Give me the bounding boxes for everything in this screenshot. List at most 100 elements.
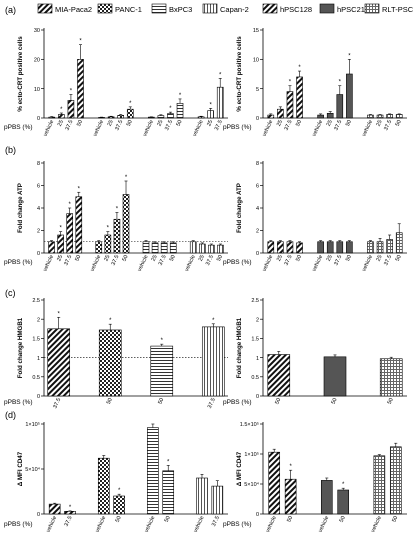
significance-star: * bbox=[167, 459, 170, 465]
significance-star: * bbox=[109, 318, 112, 324]
bar bbox=[296, 242, 303, 254]
y-tick-label: 10 bbox=[253, 58, 259, 64]
significance-star: * bbox=[70, 89, 73, 95]
x-tick-label: vehicle bbox=[192, 119, 205, 137]
y-tick-label: 4 bbox=[37, 206, 40, 212]
x-tick-label: 50 bbox=[345, 119, 353, 127]
bar bbox=[267, 114, 275, 119]
legend-swatch-rlt-psc bbox=[364, 3, 380, 14]
significance-star: * bbox=[348, 53, 351, 59]
significance-star: * bbox=[219, 72, 222, 78]
y-tick-label: 15 bbox=[253, 28, 259, 34]
significance-star: * bbox=[69, 505, 72, 511]
legend-right: hPSC128 hPSC21 RLT-PSC bbox=[262, 3, 414, 14]
bar bbox=[189, 241, 197, 254]
bar bbox=[267, 241, 275, 254]
x-tick-label: 25 bbox=[151, 254, 159, 262]
y-tick-label: 0 bbox=[256, 116, 259, 122]
x-tick-label: 50 bbox=[74, 254, 82, 262]
x-tick-label: 25 bbox=[376, 254, 384, 262]
x-tick-label: 50 bbox=[115, 515, 123, 523]
x-tick-label: vehicle bbox=[312, 254, 325, 272]
significance-star: * bbox=[169, 106, 172, 112]
bar bbox=[217, 244, 224, 254]
y-axis-title: Δ MFI CD47 bbox=[236, 451, 243, 486]
bar bbox=[47, 328, 71, 397]
chart-panel-b-left: 0 2 4 6 8 Fold change ATP pPBS (%) vehicle * 25 * 3… bbox=[4, 161, 228, 272]
bar bbox=[267, 354, 291, 397]
x-tick-label: 37.5 bbox=[164, 119, 174, 131]
bar bbox=[150, 345, 174, 397]
legend-left: MIA-Paca2 PANC-1 BxPC3 Capan-2 bbox=[37, 3, 249, 14]
y-tick-label: 1.5×10⁵ bbox=[240, 421, 259, 428]
x-tick-label: 25 bbox=[276, 119, 284, 127]
x-tick-label: 25 bbox=[326, 119, 334, 127]
legend-swatch-hpsc21 bbox=[319, 3, 335, 14]
legend-swatch-hpsc128 bbox=[262, 3, 278, 14]
significance-star: * bbox=[116, 207, 119, 213]
x-tick-label: 25 bbox=[326, 254, 334, 262]
x-tick-label: 25 bbox=[57, 119, 65, 127]
y-tick-label: 2.5 bbox=[32, 298, 40, 304]
bar bbox=[75, 196, 83, 254]
legend-label-mia-paca2: MIA-Paca2 bbox=[55, 5, 92, 14]
x-tick-label: vehicle bbox=[43, 119, 56, 137]
bar bbox=[113, 218, 121, 254]
bar bbox=[326, 113, 334, 119]
bar bbox=[98, 117, 105, 119]
y-tick-label: 1 bbox=[37, 356, 40, 362]
y-tick-label: 0 bbox=[256, 394, 259, 400]
legend-swatch-mia-paca2 bbox=[37, 3, 53, 14]
bar bbox=[104, 234, 112, 254]
x-tick-label: 50 bbox=[339, 515, 347, 523]
y-tick-label: 2 bbox=[256, 229, 259, 235]
x-tick-label: vehicle bbox=[90, 254, 103, 272]
bar bbox=[326, 241, 334, 254]
y-tick-label: 0.5 bbox=[32, 375, 40, 381]
y-tick-label: 6 bbox=[37, 184, 40, 190]
y-tick-label: 10 bbox=[34, 87, 40, 93]
chart-panel-c-right: 0 0.5 1 1.5 2 2.5 Fold change HMGB1 pPBS (%) 50 5… bbox=[223, 298, 407, 406]
bar bbox=[346, 241, 353, 254]
significance-star: * bbox=[342, 482, 345, 488]
x-axis-title: pPBS (%) bbox=[223, 399, 252, 406]
chart-panel-d-left: 0 5×10⁴ 1×10⁵ Δ MFI CD47 pPBS (%) vehicle * 37.… bbox=[4, 421, 228, 533]
significance-star: * bbox=[125, 175, 128, 181]
x-tick-label: 50 bbox=[391, 515, 399, 523]
bar bbox=[97, 457, 110, 515]
x-tick-label: 50 bbox=[76, 119, 84, 127]
bar bbox=[66, 213, 74, 254]
x-tick-label: 25 bbox=[276, 254, 284, 262]
bar bbox=[169, 242, 177, 254]
significance-star: * bbox=[79, 39, 82, 45]
bar bbox=[160, 242, 168, 254]
y-tick-label: 0 bbox=[37, 251, 40, 257]
x-tick-label: 50 bbox=[286, 515, 294, 523]
x-tick-label: vehicle bbox=[370, 515, 383, 533]
bar bbox=[367, 241, 374, 254]
bar bbox=[376, 241, 384, 254]
x-tick-label: 37.5 bbox=[333, 254, 343, 266]
bar bbox=[211, 485, 224, 515]
x-tick-label: 37.5 bbox=[205, 254, 215, 266]
y-tick-label: 5×10⁴ bbox=[244, 481, 259, 488]
x-tick-label: vehicle bbox=[318, 515, 331, 533]
y-tick-label: 1.5 bbox=[32, 337, 40, 343]
x-tick-label: 50 bbox=[387, 397, 395, 405]
x-tick-label: 50 bbox=[395, 119, 403, 127]
x-tick-label: vehicle bbox=[184, 254, 197, 272]
y-tick-label: 8 bbox=[37, 161, 40, 167]
x-tick-label: 37.5 bbox=[214, 119, 224, 131]
bar bbox=[122, 194, 130, 254]
y-tick-label: 30 bbox=[34, 28, 40, 34]
y-tick-label: 0.5 bbox=[251, 375, 259, 381]
x-axis-title: pPBS (%) bbox=[223, 124, 252, 131]
x-tick-label: vehicle bbox=[361, 254, 374, 272]
x-tick-label: 37.5 bbox=[65, 119, 75, 131]
bar bbox=[58, 114, 65, 119]
y-tick-label: 1.5 bbox=[251, 337, 259, 343]
x-tick-label: 50 bbox=[106, 397, 114, 405]
y-axis-title: Fold change HMGB1 bbox=[236, 317, 243, 378]
